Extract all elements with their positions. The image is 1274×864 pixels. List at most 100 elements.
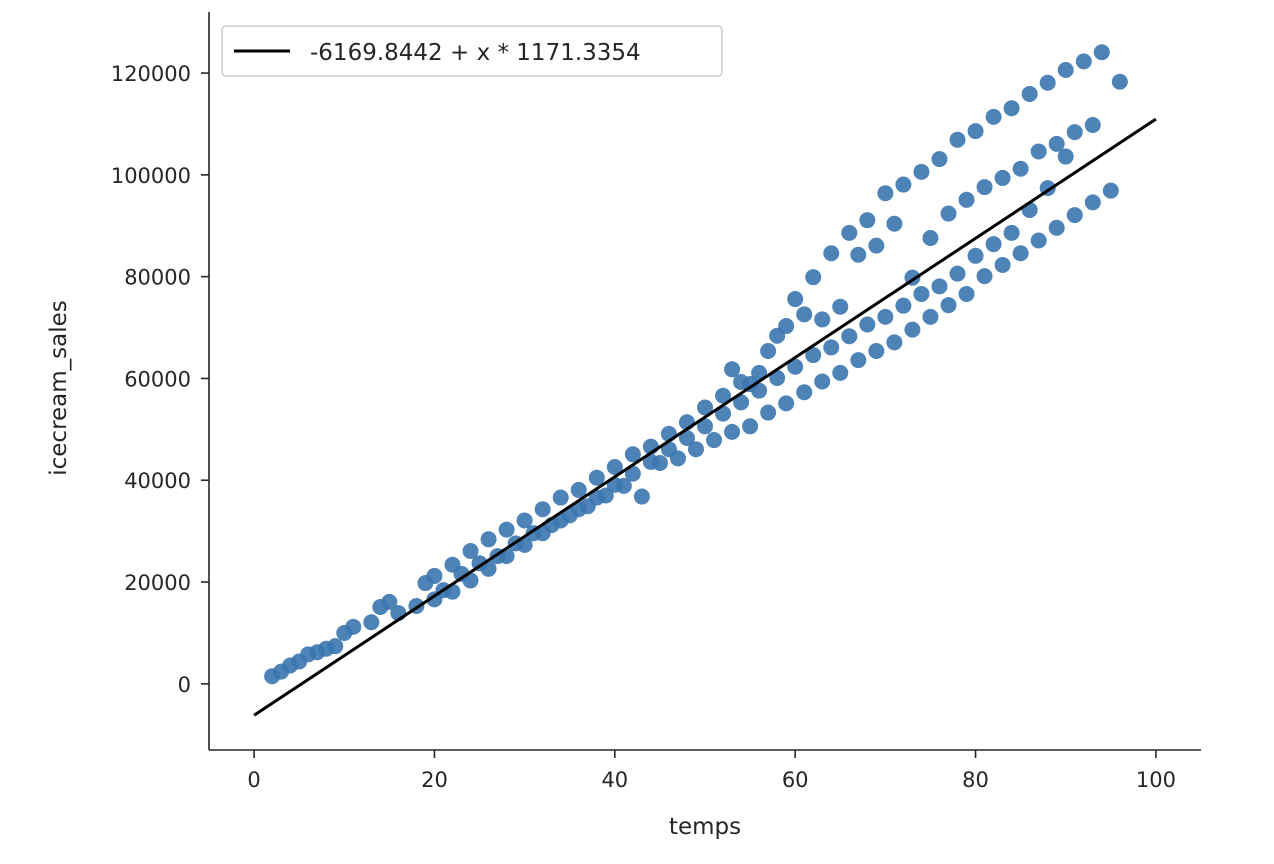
y-tick-label: 40000 — [124, 469, 191, 493]
data-point — [859, 316, 876, 333]
data-point — [588, 469, 605, 486]
legend-box — [221, 25, 723, 77]
data-point — [778, 318, 795, 335]
data-point — [1093, 44, 1110, 61]
data-point — [1111, 73, 1128, 90]
data-point — [769, 369, 786, 386]
y-tick-label: 60000 — [124, 367, 191, 391]
data-point — [823, 245, 840, 262]
data-point — [534, 525, 551, 542]
data-point — [895, 297, 912, 314]
data-point — [751, 364, 768, 381]
data-point — [886, 215, 903, 232]
data-point — [796, 384, 813, 401]
data-point — [327, 638, 344, 655]
data-point — [724, 361, 741, 378]
data-point — [1021, 85, 1038, 102]
data-point — [1021, 201, 1038, 218]
x-axis-label: temps — [669, 814, 741, 840]
data-point — [994, 169, 1011, 186]
data-point — [498, 521, 515, 538]
data-point — [363, 614, 380, 631]
data-point — [805, 269, 822, 286]
data-point — [534, 501, 551, 518]
data-point — [823, 339, 840, 356]
data-point — [940, 297, 957, 314]
data-point — [516, 512, 533, 529]
data-point — [994, 256, 1011, 273]
regression-line — [253, 117, 1157, 717]
data-point — [606, 459, 623, 476]
data-point — [1084, 194, 1101, 211]
data-point — [868, 237, 885, 254]
x-tick-label: 20 — [421, 768, 448, 792]
data-point — [1012, 245, 1029, 262]
y-tick-label: 0 — [178, 673, 191, 697]
data-point — [697, 418, 713, 435]
data-point — [760, 404, 777, 421]
data-point — [931, 151, 948, 168]
data-point — [570, 501, 587, 518]
data-point — [715, 387, 732, 404]
data-point — [796, 306, 813, 323]
data-point — [832, 298, 849, 315]
data-point — [913, 285, 930, 302]
data-point — [742, 376, 759, 393]
data-point — [985, 108, 1002, 125]
data-point — [1066, 207, 1083, 224]
data-point — [868, 342, 885, 359]
data-point — [922, 308, 939, 325]
x-tick-label: 60 — [782, 768, 809, 792]
data-point — [985, 236, 1002, 253]
data-point — [931, 278, 948, 295]
data-point — [787, 358, 804, 375]
data-point — [1057, 148, 1074, 165]
x-tick-label: 80 — [962, 768, 989, 792]
data-point — [1102, 182, 1119, 199]
x-tick-label: 0 — [247, 768, 260, 792]
x-tick-label: 40 — [601, 768, 628, 792]
data-point — [624, 446, 641, 463]
data-point — [805, 347, 822, 364]
x-tick-label: 100 — [1136, 768, 1176, 792]
data-point — [724, 423, 741, 440]
data-point — [814, 373, 831, 390]
data-point — [841, 224, 858, 241]
data-point — [787, 291, 804, 308]
data-point — [877, 308, 894, 325]
data-point — [480, 531, 497, 548]
data-point — [1066, 124, 1083, 141]
data-point — [742, 418, 759, 435]
y-axis-label: icecream_sales — [46, 300, 72, 476]
data-point — [570, 481, 587, 498]
legend-label: -6169.8442 + x * 1171.3354 — [310, 40, 641, 66]
data-point — [814, 311, 831, 328]
data-point — [697, 399, 713, 416]
data-point — [1075, 53, 1092, 70]
data-point — [633, 488, 650, 505]
y-tick-label: 80000 — [124, 266, 191, 290]
data-point — [552, 489, 569, 506]
data-point — [516, 536, 533, 553]
data-point — [967, 123, 984, 140]
data-point — [426, 591, 443, 608]
data-point — [877, 185, 894, 202]
data-point — [958, 191, 975, 208]
data-point — [958, 285, 975, 302]
data-point — [426, 567, 443, 584]
data-point — [850, 246, 867, 263]
data-point — [1048, 135, 1065, 152]
data-point — [778, 395, 795, 412]
y-tick-label: 120000 — [111, 62, 191, 86]
data-point — [904, 321, 921, 338]
data-point — [886, 334, 903, 351]
data-point — [345, 618, 362, 635]
data-point — [922, 229, 939, 246]
legend: -6169.8442 + x * 1171.3354 — [221, 25, 723, 77]
data-point — [760, 342, 777, 359]
x-ticks: 0 20 40 60 80 100 — [247, 750, 1176, 792]
data-point — [859, 212, 876, 229]
data-point — [1003, 100, 1020, 117]
data-point — [976, 179, 993, 196]
